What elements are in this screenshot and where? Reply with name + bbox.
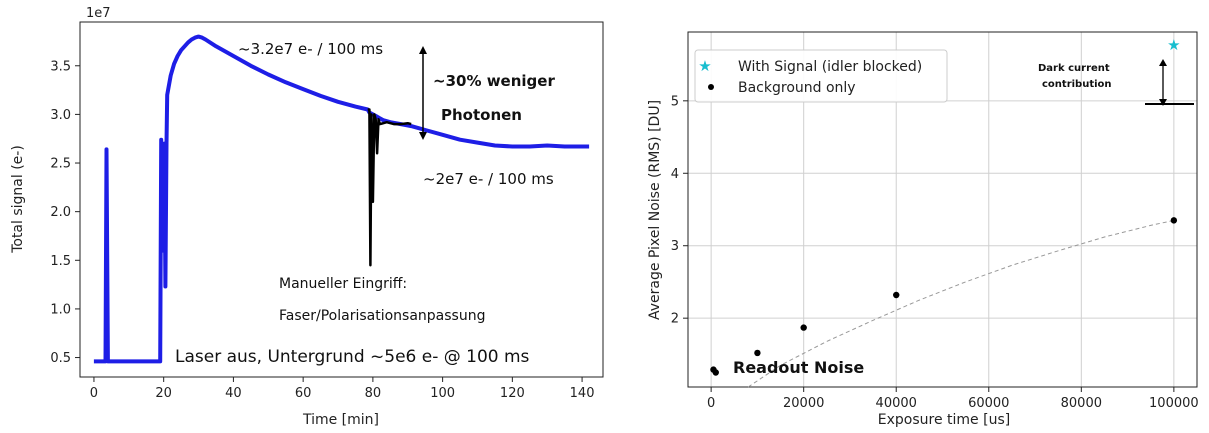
left-x-tick-label: 40 xyxy=(225,386,242,401)
dark-current-arrow xyxy=(1145,59,1194,106)
right-legend: ★ With Signal (idler blocked) Background… xyxy=(694,49,948,103)
right-x-tick-label: 100000 xyxy=(1149,396,1199,411)
left-y-offset-label: 1e7 xyxy=(86,6,111,21)
right-plot-frame xyxy=(687,31,1198,388)
left-x-tick-label: 80 xyxy=(365,386,382,401)
left-y-ticks: 0.5 1.0 1.5 2.0 2.5 3.0 3.5 xyxy=(50,59,80,366)
right-x-tick-label: 40000 xyxy=(876,396,917,411)
annotation-peak-signal: ~3.2e7 e- / 100 ms xyxy=(238,40,383,58)
left-chart: 0.5 1.0 1.5 2.0 2.5 3.0 3.5 0 20 40 60 80 100 120 140… xyxy=(10,6,604,428)
left-x-tick-label: 120 xyxy=(500,386,525,401)
background-data-point xyxy=(893,291,900,299)
left-x-tick-label: 140 xyxy=(570,386,595,401)
annotation-manual-intervention-2: Faser/Polarisationsanpassung xyxy=(279,308,485,324)
left-x-ticks: 0 20 40 60 80 100 120 140 xyxy=(90,377,595,401)
background-data-point xyxy=(800,324,807,331)
annotation-manual-intervention-1: Manueller Eingriff: xyxy=(279,276,407,292)
right-chart: 2 3 4 5 0 20000 40000 60000 80000 100000 ★ Expos… xyxy=(647,31,1199,428)
annotation-laser-off: Laser aus, Untergrund ~5e6 e- @ 100 ms xyxy=(175,347,530,367)
signal-star-point: ★ xyxy=(1167,36,1180,54)
right-x-tick-label: 20000 xyxy=(783,396,824,411)
left-y-tick-label: 3.5 xyxy=(50,59,71,74)
right-x-axis-label: Exposure time [us] xyxy=(878,412,1010,428)
left-series-intervention-line xyxy=(367,108,412,267)
left-x-tick-label: 100 xyxy=(430,386,455,401)
annotation-reduced-signal: ~2e7 e- / 100 ms xyxy=(423,170,554,188)
right-x-tick-label: 0 xyxy=(707,396,715,411)
right-fit-dashed-line xyxy=(747,219,1175,388)
right-x-tick-label: 80000 xyxy=(1061,396,1102,411)
right-x-tick-label: 60000 xyxy=(968,396,1009,411)
left-x-axis-label: Time [min] xyxy=(302,412,379,428)
legend-dot-marker xyxy=(708,84,714,90)
left-x-tick-label: 0 xyxy=(90,386,98,401)
left-y-tick-label: 2.5 xyxy=(50,157,71,172)
right-y-tick-label: 3 xyxy=(671,239,679,254)
right-y-ticks: 2 3 4 5 xyxy=(671,94,688,327)
right-series-group: ★ xyxy=(710,36,1181,388)
photon-loss-arrow xyxy=(419,46,427,140)
left-y-tick-label: 1.5 xyxy=(50,254,71,269)
left-y-tick-label: 1.0 xyxy=(50,302,71,317)
annotation-dark-current-2: contribution xyxy=(1042,79,1112,90)
right-y-tick-label: 5 xyxy=(671,94,679,109)
left-y-tick-label: 2.0 xyxy=(50,205,71,220)
background-data-point xyxy=(712,369,719,376)
background-data-point xyxy=(1170,217,1178,224)
annotation-dark-current-1: Dark current xyxy=(1038,63,1110,74)
left-y-tick-label: 3.0 xyxy=(50,108,71,123)
right-x-ticks: 0 20000 40000 60000 80000 100000 xyxy=(707,387,1199,411)
legend-label-with-signal: With Signal (idler blocked) xyxy=(738,59,922,75)
annotation-fewer-photons-2: Photonen xyxy=(441,106,522,124)
left-series-group xyxy=(93,34,590,364)
left-y-axis-label: Total signal (e-) xyxy=(10,145,26,254)
legend-box xyxy=(694,49,948,103)
background-data-point xyxy=(754,349,761,357)
right-y-axis-label: Average Pixel Noise (RMS) [DU] xyxy=(647,100,663,320)
right-y-tick-label: 4 xyxy=(671,167,679,182)
left-x-tick-label: 20 xyxy=(155,386,172,401)
annotation-readout-noise: Readout Noise xyxy=(733,358,864,377)
legend-star-marker: ★ xyxy=(698,57,711,75)
left-y-tick-label: 0.5 xyxy=(50,351,71,366)
legend-label-background: Background only xyxy=(738,80,856,96)
right-y-tick-label: 2 xyxy=(671,312,679,327)
annotation-fewer-photons-1: ~30% weniger xyxy=(433,72,555,90)
left-x-tick-label: 60 xyxy=(295,386,312,401)
left-series-signal-line xyxy=(93,34,590,364)
